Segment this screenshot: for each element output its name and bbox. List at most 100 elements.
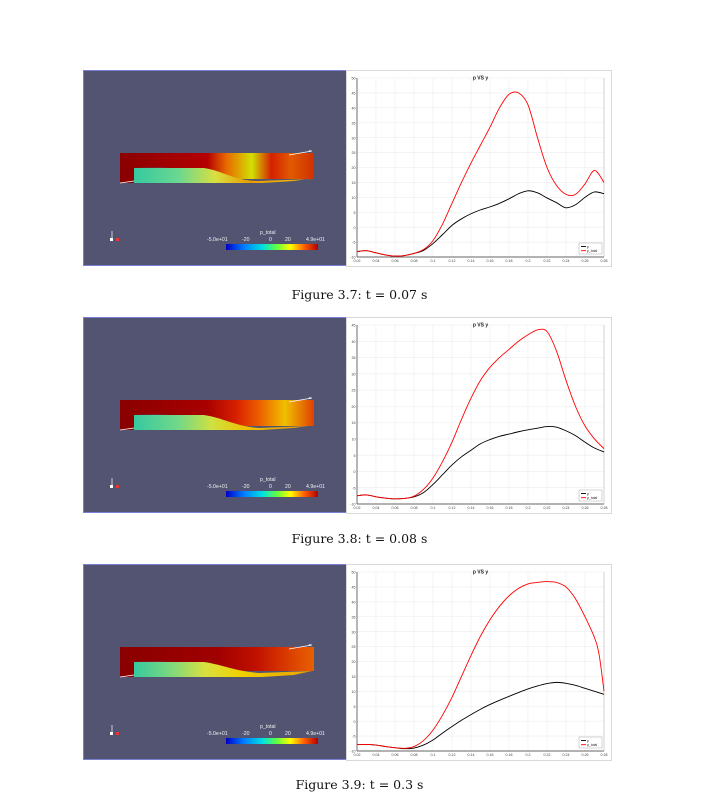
y-tick-label: 40 bbox=[352, 600, 356, 604]
series-line-p-total bbox=[356, 581, 605, 749]
y-tick-label: -5 bbox=[352, 486, 355, 490]
y-tick-label: 35 bbox=[352, 356, 356, 360]
x-tick-label: 0.08 bbox=[411, 259, 418, 263]
x-tick-label: 0.04 bbox=[373, 506, 380, 510]
y-tick-label: 45 bbox=[352, 324, 356, 328]
x-tick-label: 0.06 bbox=[392, 753, 399, 757]
y-tick-label: 25 bbox=[352, 151, 356, 155]
colorbar-label: 0 bbox=[269, 237, 272, 243]
y-tick-label: -10 bbox=[350, 256, 355, 260]
colorbar-label: -5.0e+01 bbox=[207, 484, 228, 490]
y-tick-label: -10 bbox=[350, 503, 355, 507]
chart-title: p VS y bbox=[473, 76, 489, 82]
pressure-field-render bbox=[110, 397, 318, 497]
colorbar-label: -5.0e+01 bbox=[207, 237, 228, 243]
x-tick-label: 0.1 bbox=[431, 506, 436, 510]
colorbar-label: 0 bbox=[269, 731, 272, 737]
line-plot-panel: -10 -5 0 5 10 15 20 25 30 35 40 45 50 0.02 0.04 0.06 0.0… bbox=[346, 70, 612, 267]
colorbar-label: 4.9e+01 bbox=[306, 731, 325, 737]
legend-label: p bbox=[587, 739, 589, 743]
line-chart: -10 -5 0 5 10 15 20 25 30 35 40 45 50 0.02 0.04 0.06 0.0… bbox=[350, 76, 608, 264]
x-tick-label: 0.2 bbox=[526, 506, 531, 510]
x-tick-label: 0.04 bbox=[373, 753, 380, 757]
y-tick-label: 25 bbox=[352, 645, 356, 649]
x-tick-label: 0.02 bbox=[354, 753, 361, 757]
pressure-field-render bbox=[110, 150, 318, 250]
colorbar-label: 0 bbox=[269, 484, 272, 490]
series-line-p-total bbox=[356, 91, 605, 257]
y-tick-label: -5 bbox=[352, 735, 355, 739]
y-tick-label: 30 bbox=[352, 136, 356, 140]
figure-caption: Figure 3.8: t = 0.08 s bbox=[291, 531, 428, 546]
simulation-view: p_total -5.0e+01 -20 0 20 4.9e+01 bbox=[83, 564, 348, 760]
x-tick-label: 0.16 bbox=[487, 506, 494, 510]
x-tick-label: 0.26 bbox=[582, 506, 589, 510]
y-tick-label: 15 bbox=[352, 421, 356, 425]
y-tick-label: 5 bbox=[354, 705, 356, 709]
pressure-field-render bbox=[110, 644, 318, 744]
x-tick-label: 0.28 bbox=[601, 259, 608, 263]
line-plot-panel: -10 -5 0 5 10 15 20 25 30 35 40 45 0.02 0.04 0.06 0.08 0… bbox=[346, 317, 612, 514]
line-chart: -10 -5 0 5 10 15 20 25 30 35 40 45 0.02 0.04 0.06 0.08 0… bbox=[350, 323, 608, 511]
x-tick-label: 0.22 bbox=[544, 506, 551, 510]
legend-label: p_total bbox=[587, 249, 597, 253]
x-tick-label: 0.02 bbox=[354, 506, 361, 510]
x-tick-label: 0.12 bbox=[449, 506, 456, 510]
legend-label: p_total bbox=[587, 496, 597, 500]
y-tick-label: 0 bbox=[354, 720, 356, 724]
x-tick-label: 0.2 bbox=[526, 753, 531, 757]
series-line-p bbox=[356, 681, 605, 750]
y-tick-label: 50 bbox=[352, 77, 356, 81]
colorbar-label: -20 bbox=[242, 237, 250, 243]
y-tick-label: 5 bbox=[354, 211, 356, 215]
colorbar-label: 4.9e+01 bbox=[306, 484, 325, 490]
legend-box bbox=[578, 242, 603, 255]
y-tick-label: 10 bbox=[352, 690, 356, 694]
y-tick-label: 45 bbox=[352, 92, 356, 96]
x-tick-label: 0.26 bbox=[582, 259, 589, 263]
x-tick-label: 0.04 bbox=[373, 259, 380, 263]
y-tick-label: 0 bbox=[354, 470, 356, 474]
x-tick-label: 0.14 bbox=[468, 753, 475, 757]
simulation-view: p_total -5.0e+01 -20 0 20 4.9e+01 bbox=[83, 317, 348, 513]
x-tick-label: 0.02 bbox=[354, 259, 361, 263]
x-tick-label: 0.08 bbox=[411, 506, 418, 510]
y-tick-label: 25 bbox=[352, 389, 356, 393]
x-tick-label: 0.28 bbox=[601, 753, 608, 757]
x-tick-label: 0.26 bbox=[582, 753, 589, 757]
colorbar-label: 20 bbox=[285, 237, 291, 243]
x-tick-label: 0.28 bbox=[601, 506, 608, 510]
y-tick-label: 20 bbox=[352, 405, 356, 409]
y-tick-label: 50 bbox=[352, 571, 356, 575]
figure-caption: Figure 3.7: t = 0.07 s bbox=[291, 287, 428, 302]
line-chart: -10 -5 0 5 10 15 20 25 30 35 40 45 50 0.02 0.04 0.06 0.0… bbox=[350, 570, 608, 758]
x-tick-label: 0.16 bbox=[487, 753, 494, 757]
y-tick-label: 15 bbox=[352, 181, 356, 185]
x-tick-label: 0.24 bbox=[563, 506, 570, 510]
x-tick-label: 0.14 bbox=[468, 259, 475, 263]
y-tick-label: 10 bbox=[352, 196, 356, 200]
legend-label: p bbox=[587, 245, 589, 249]
y-tick-label: 45 bbox=[352, 586, 356, 590]
x-tick-label: 0.18 bbox=[506, 259, 513, 263]
x-tick-label: 0.1 bbox=[431, 753, 436, 757]
colorbar-label: 4.9e+01 bbox=[306, 237, 325, 243]
line-plot-panel: -10 -5 0 5 10 15 20 25 30 35 40 45 50 0.02 0.04 0.06 0.0… bbox=[346, 564, 612, 761]
series-line-p-total bbox=[356, 328, 605, 500]
y-tick-label: 15 bbox=[352, 675, 356, 679]
y-tick-label: 40 bbox=[352, 106, 356, 110]
x-tick-label: 0.22 bbox=[544, 753, 551, 757]
x-tick-label: 0.14 bbox=[468, 506, 475, 510]
legend-box bbox=[578, 736, 603, 749]
y-tick-label: 20 bbox=[352, 166, 356, 170]
y-tick-label: 20 bbox=[352, 660, 356, 664]
x-tick-label: 0.24 bbox=[563, 753, 570, 757]
x-tick-label: 0.16 bbox=[487, 259, 494, 263]
y-tick-label: 5 bbox=[354, 454, 356, 458]
legend-label: p bbox=[587, 492, 589, 496]
x-tick-label: 0.12 bbox=[449, 753, 456, 757]
x-tick-label: 0.06 bbox=[392, 506, 399, 510]
series-line-p bbox=[356, 190, 605, 257]
colorbar-label: -20 bbox=[242, 484, 250, 490]
colorbar-label: 20 bbox=[285, 484, 291, 490]
